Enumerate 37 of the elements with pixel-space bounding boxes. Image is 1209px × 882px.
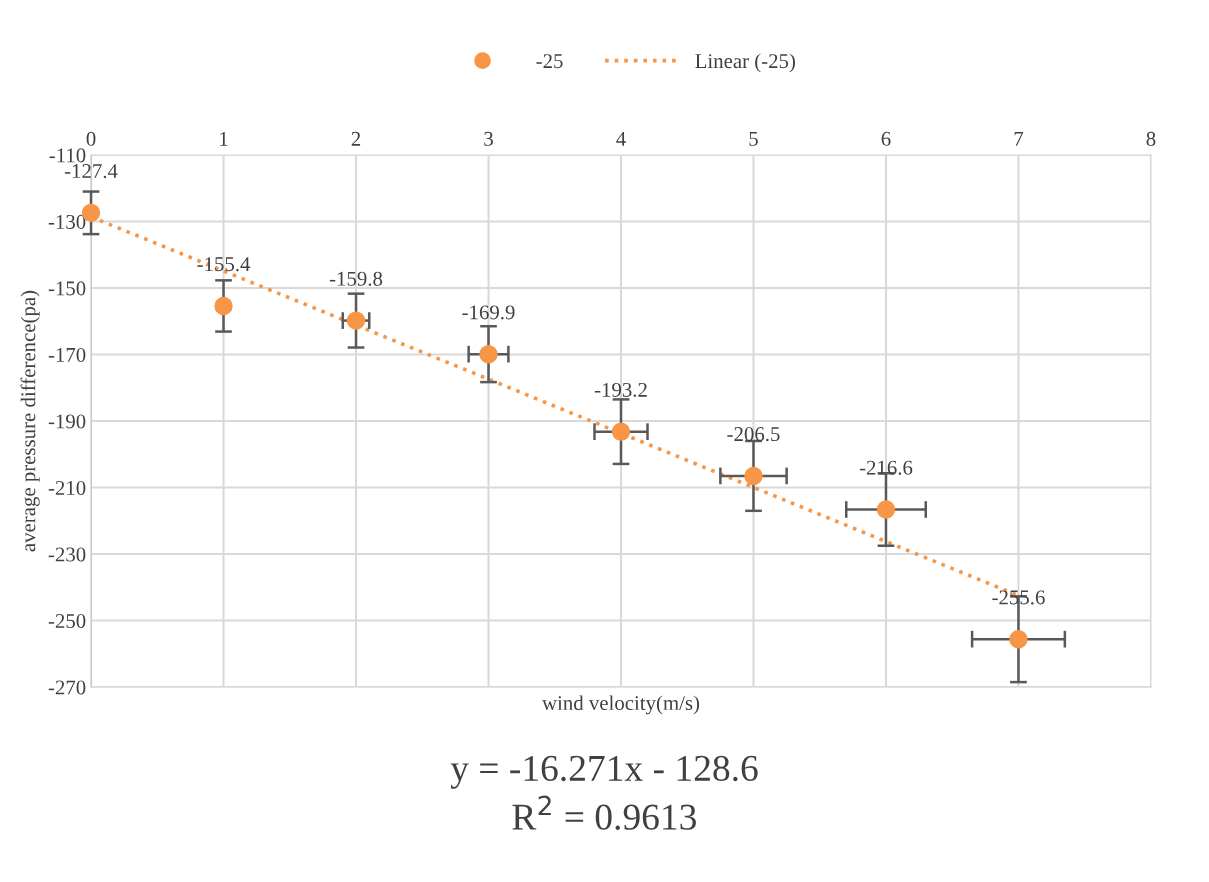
y-tick-label: -110 [49,148,86,163]
x-tick-label: 3 [484,131,493,146]
y-tick-label: -210 [48,480,86,495]
y-tick-label: -170 [48,347,86,362]
data-label: -159.8 [329,271,383,286]
legend-label: -25 [536,54,563,69]
data-label: -216.6 [859,460,913,475]
y-tick-label: -150 [48,281,86,296]
x-tick-label: 0 [86,131,96,146]
x-tick-label: 7 [1014,132,1024,146]
y-tick-label: -190 [48,414,86,429]
y-axis-title: average pressure difference(pa) [20,290,40,552]
data-label: -206.5 [727,427,780,442]
y-tick-label: -230 [48,547,86,562]
x-tick-label: 5 [749,132,758,146]
x-tick-label: 2 [351,131,361,146]
point [346,311,366,330]
point [214,296,233,316]
legend-label: Linear (-25) [695,53,795,73]
point [744,466,763,486]
data-label: -169.9 [462,305,515,320]
point [479,344,498,364]
point [1009,629,1028,649]
text: R$^{2}$ = 0.9613 [512,795,696,830]
x-tick-label: 8 [1146,131,1156,146]
x-tick-label: 6 [881,131,891,146]
text: y = -16.271x - 128.6 [450,755,758,789]
x-tick-label: 1 [220,131,228,146]
x-tick-label: 4 [616,131,626,146]
data-label: -193.2 [594,382,647,397]
y-tick-label: -130 [48,214,86,229]
data-label: -127.4 [64,164,118,179]
point [611,422,631,441]
y-tick-label: -250 [48,613,86,628]
x-axis-title: wind velocity(m/s) [542,695,700,715]
y-tick-label: -270 [48,680,86,695]
point [876,500,896,519]
